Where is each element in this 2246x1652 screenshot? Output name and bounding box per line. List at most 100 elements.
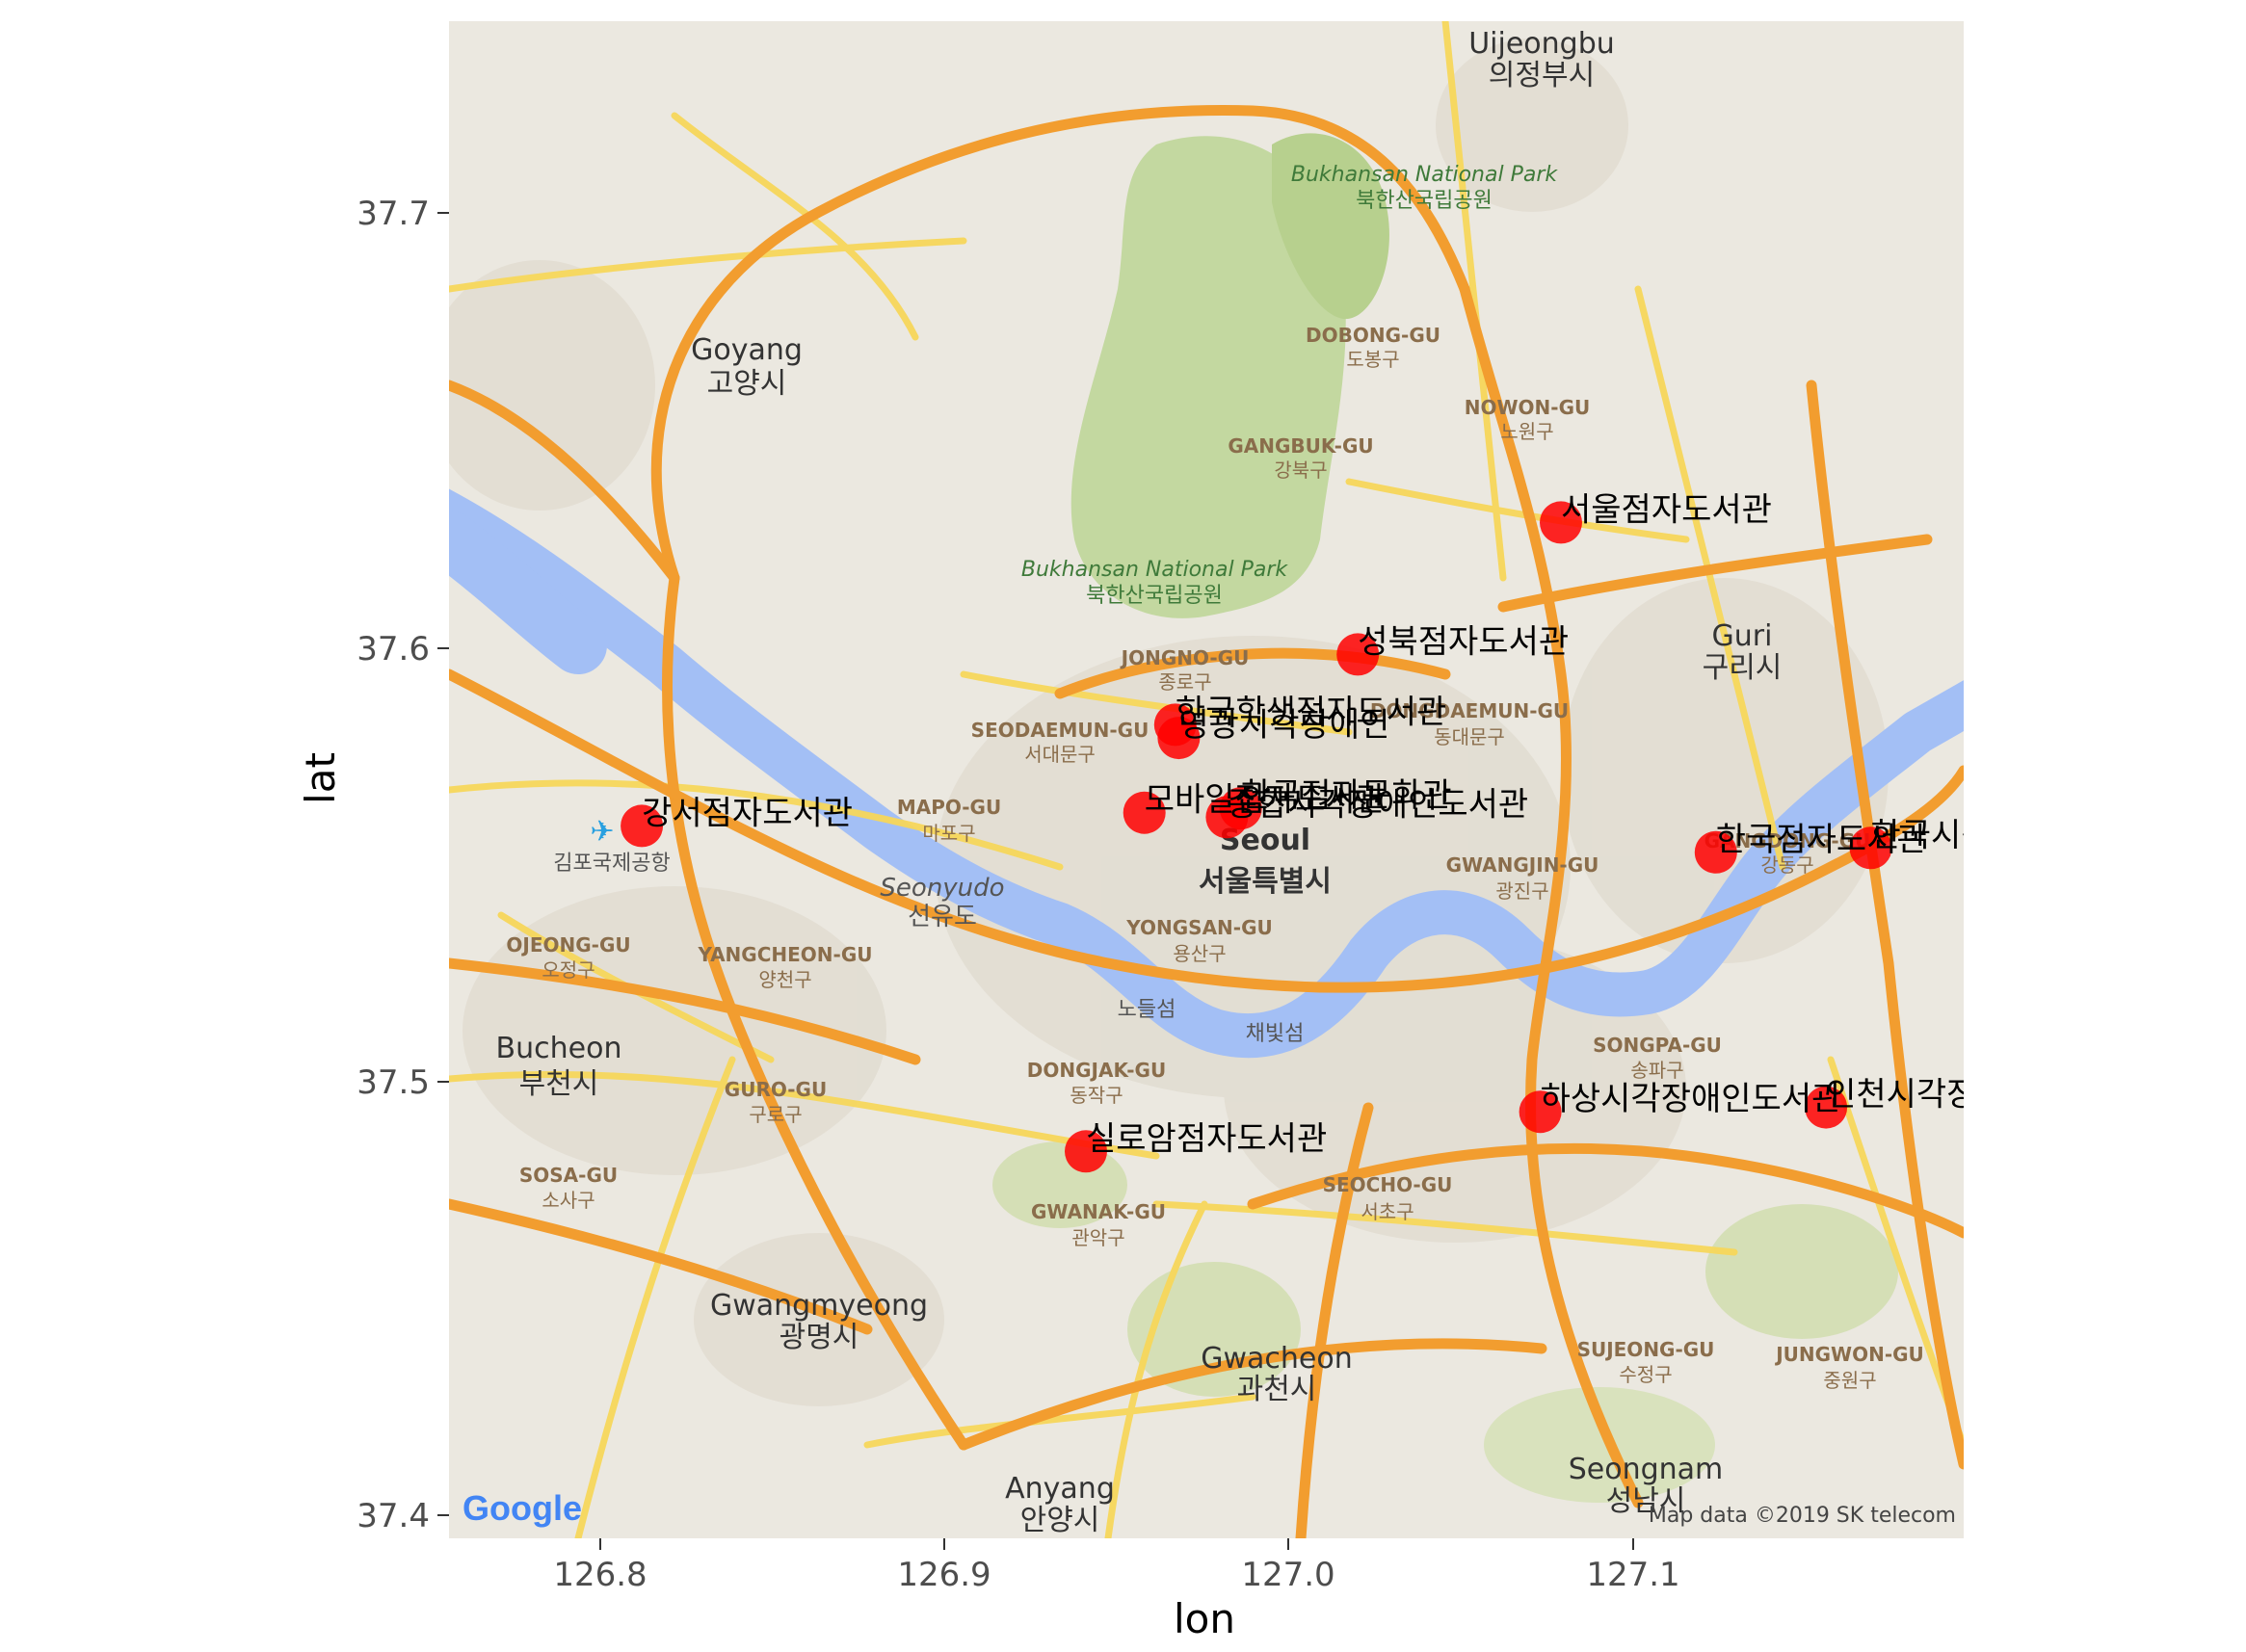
library-point-label: 모바일점자도서관 (1145, 781, 1386, 820)
district-label-en: DOBONG-GU (1306, 324, 1440, 347)
place-label: 채빛섬 (1246, 1022, 1305, 1046)
district-label-en: MAPO-GU (897, 796, 1001, 819)
district-label-ko: 강동구 (1760, 853, 1813, 877)
library-point (1065, 1130, 1107, 1173)
city-label-ko: 고양시 (707, 367, 787, 401)
district-label-ko: 송파구 (1630, 1059, 1683, 1082)
district-labels: DOBONG-GU 도봉구 NOWON-GU 노원구 GANGBUK-GU 강북… (506, 324, 1923, 1392)
x-tick-label: 126.8 (553, 1556, 647, 1594)
district-label-ko: 용산구 (1173, 942, 1226, 965)
library-point-label: 종합시각장애인도서관 (1227, 785, 1528, 824)
x-axis: 126.8 126.9 127.0 127.1 lon (553, 1538, 1680, 1642)
district-label-ko: 마포구 (922, 822, 975, 845)
district-label-en: SONGPA-GU (1593, 1034, 1722, 1057)
x-tick-label: 126.9 (897, 1556, 991, 1594)
district-label-en: SUJEONG-GU (1577, 1338, 1715, 1361)
place-label: Seonyudo (880, 874, 1004, 903)
y-tick-label: 37.4 (357, 1497, 430, 1535)
x-axis-title: lon (1174, 1595, 1235, 1642)
han-river (449, 488, 1964, 1059)
airport-label: 김포국제공항 (553, 852, 670, 876)
library-point-label: 서울점자도서관 (1561, 490, 1772, 529)
x-tick-label: 127.0 (1241, 1556, 1334, 1594)
library-point (1336, 633, 1380, 676)
library-point (1540, 501, 1582, 544)
district-label-en: NOWON-GU (1465, 396, 1591, 419)
map-attribution: Map data ©2019 SK telecom (1649, 1504, 1956, 1528)
district-label-en: SEOCHO-GU (1323, 1173, 1453, 1196)
park-labels: Bukhansan National Park 북한산국립공원 Bukhansa… (1021, 163, 1558, 608)
city-label-ko: 과천시 (1237, 1373, 1317, 1406)
library-point-label: 강서점자도서관 (642, 794, 853, 832)
library-point (1157, 717, 1201, 760)
district-label-en: SOSA-GU (519, 1164, 618, 1187)
library-point (1805, 1086, 1848, 1129)
city-label-en: Anyang (1005, 1472, 1115, 1506)
district-label-ko: 소사구 (542, 1189, 595, 1212)
library-point-label: 성북점자도서관 (1358, 622, 1569, 661)
place-label: 선유도 (908, 903, 977, 931)
district-label-en: YANGCHEON-GU (698, 943, 873, 966)
city-label-ko: 부천시 (519, 1067, 599, 1101)
district-label-en: GWANGJIN-GU (1446, 853, 1599, 877)
district-label-en: OJEONG-GU (506, 933, 630, 957)
library-point-label: 한국학생점자도서관 (1176, 693, 1447, 731)
district-label-ko: 서대문구 (1024, 743, 1096, 766)
district-label-en: JUNGWON-GU (1774, 1343, 1924, 1366)
y-tick-label: 37.5 (357, 1063, 430, 1102)
y-axis: 37.7 37.6 37.5 37.4 lat (297, 195, 449, 1535)
city-label-en: Guri (1712, 619, 1773, 653)
district-label-ko: 동대문구 (1434, 725, 1505, 748)
park-label-ko: 북한산국립공원 (1086, 584, 1223, 608)
library-point-label: 하상시각장애인도서관 (1541, 1080, 1842, 1118)
place-labels: Seonyudo 선유도 김포국제공항 노들섬 채빛섬 (553, 852, 1304, 1046)
library-point (1519, 1090, 1562, 1134)
library-point (1219, 787, 1262, 830)
city-labels: Uijeongbu 의정부시 Goyang 고양시 Guri 구리시 Buche… (496, 27, 1783, 1537)
city-label-ko: 서울특별시 (1199, 865, 1332, 899)
city-label-ko: 의정부시 (1489, 59, 1595, 92)
city-label-ko: 안양시 (1020, 1504, 1100, 1537)
district-label-ko: 서초구 (1361, 1200, 1414, 1223)
district-label-ko: 광진구 (1495, 879, 1548, 903)
district-label-en: SEODAEMUN-GU (971, 719, 1149, 742)
library-point-label: 실로암점자도서관 (1086, 1119, 1327, 1158)
district-label-en: GWANAK-GU (1031, 1200, 1166, 1223)
district-label-en: YONGSAN-GU (1125, 916, 1273, 939)
district-label-ko: 노원구 (1500, 420, 1553, 443)
district-label-ko: 동작구 (1070, 1084, 1123, 1107)
district-label-ko: 수정구 (1619, 1363, 1672, 1386)
library-point-label: 한국시각장애인복지관 (1871, 816, 2173, 854)
library-point-label: 인천시각장애인도서관 (1826, 1076, 2127, 1114)
city-label-en: Goyang (691, 333, 803, 367)
district-label-ko: 구로구 (749, 1103, 802, 1126)
map-panel: Uijeongbu 의정부시 Goyang 고양시 Guri 구리시 Buche… (449, 21, 2173, 1538)
city-label-en: Bucheon (496, 1032, 622, 1065)
city-label-ko: 광명시 (779, 1321, 859, 1354)
city-label-en: Gwacheon (1201, 1342, 1353, 1376)
city-label-en: Seongnam (1569, 1453, 1724, 1486)
library-point-label: 한국점자문화관 (1241, 776, 1452, 815)
district-label-ko: 도봉구 (1346, 348, 1399, 371)
library-point-label: 영광시각장애인 (1178, 706, 1389, 745)
library-point (1123, 791, 1166, 834)
district-label-ko: 중원구 (1823, 1369, 1876, 1392)
district-label-ko: 오정구 (542, 958, 595, 982)
district-label-en: GANGBUK-GU (1228, 434, 1373, 458)
city-label-ko: 성남시 (1606, 1484, 1686, 1518)
district-label-en: JONGNO-GU (1120, 646, 1250, 669)
district-label-en: DONGDAEMUN-GU (1370, 699, 1569, 722)
library-point (1849, 826, 1892, 870)
library-point (1694, 830, 1737, 874)
y-axis-title: lat (297, 752, 344, 804)
x-tick-label: 127.1 (1586, 1556, 1679, 1594)
city-label-en: Uijeongbu (1468, 27, 1615, 61)
place-label: 노들섬 (1118, 998, 1176, 1022)
city-label-en: Gwangmyeong (710, 1289, 928, 1323)
district-label-ko: 강북구 (1274, 459, 1327, 482)
district-label-ko: 관악구 (1071, 1226, 1124, 1249)
library-point-label: 한국점자도서관 (1716, 821, 1927, 859)
library-point (621, 804, 664, 848)
